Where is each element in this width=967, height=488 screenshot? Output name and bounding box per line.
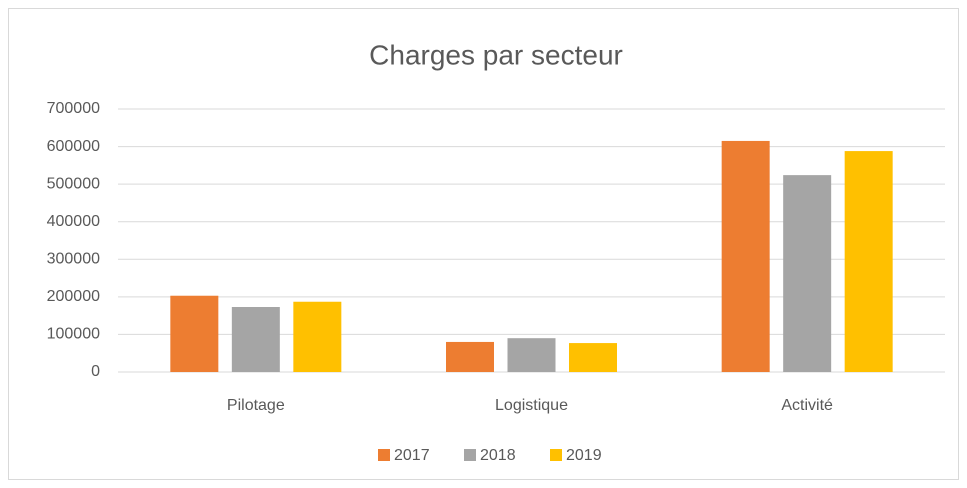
bar bbox=[170, 295, 219, 372]
legend-swatch bbox=[550, 449, 562, 461]
x-tick-label: Logistique bbox=[495, 397, 568, 414]
y-tick-label: 600000 bbox=[47, 138, 100, 155]
legend-swatch bbox=[464, 449, 476, 461]
bar bbox=[783, 175, 832, 372]
bar bbox=[507, 338, 556, 372]
y-tick-label: 700000 bbox=[47, 100, 100, 117]
legend-label: 2018 bbox=[480, 447, 516, 464]
y-tick-label: 500000 bbox=[47, 175, 100, 192]
x-tick-label: Activité bbox=[781, 397, 833, 414]
bar bbox=[293, 301, 342, 372]
legend-swatch bbox=[378, 449, 390, 461]
y-tick-label: 100000 bbox=[47, 326, 100, 343]
y-tick-label: 0 bbox=[91, 363, 100, 380]
bar bbox=[844, 151, 893, 372]
y-tick-label: 200000 bbox=[47, 288, 100, 305]
bar bbox=[446, 341, 494, 372]
bar bbox=[231, 307, 280, 372]
x-tick-label: Pilotage bbox=[227, 397, 285, 414]
chart-title: Charges par secteur bbox=[369, 39, 623, 70]
y-tick-label: 400000 bbox=[47, 213, 100, 230]
legend-label: 2017 bbox=[394, 447, 430, 464]
legend-label: 2019 bbox=[566, 447, 602, 464]
y-tick-label: 300000 bbox=[47, 251, 100, 268]
bar bbox=[569, 343, 617, 372]
bar bbox=[721, 140, 770, 372]
